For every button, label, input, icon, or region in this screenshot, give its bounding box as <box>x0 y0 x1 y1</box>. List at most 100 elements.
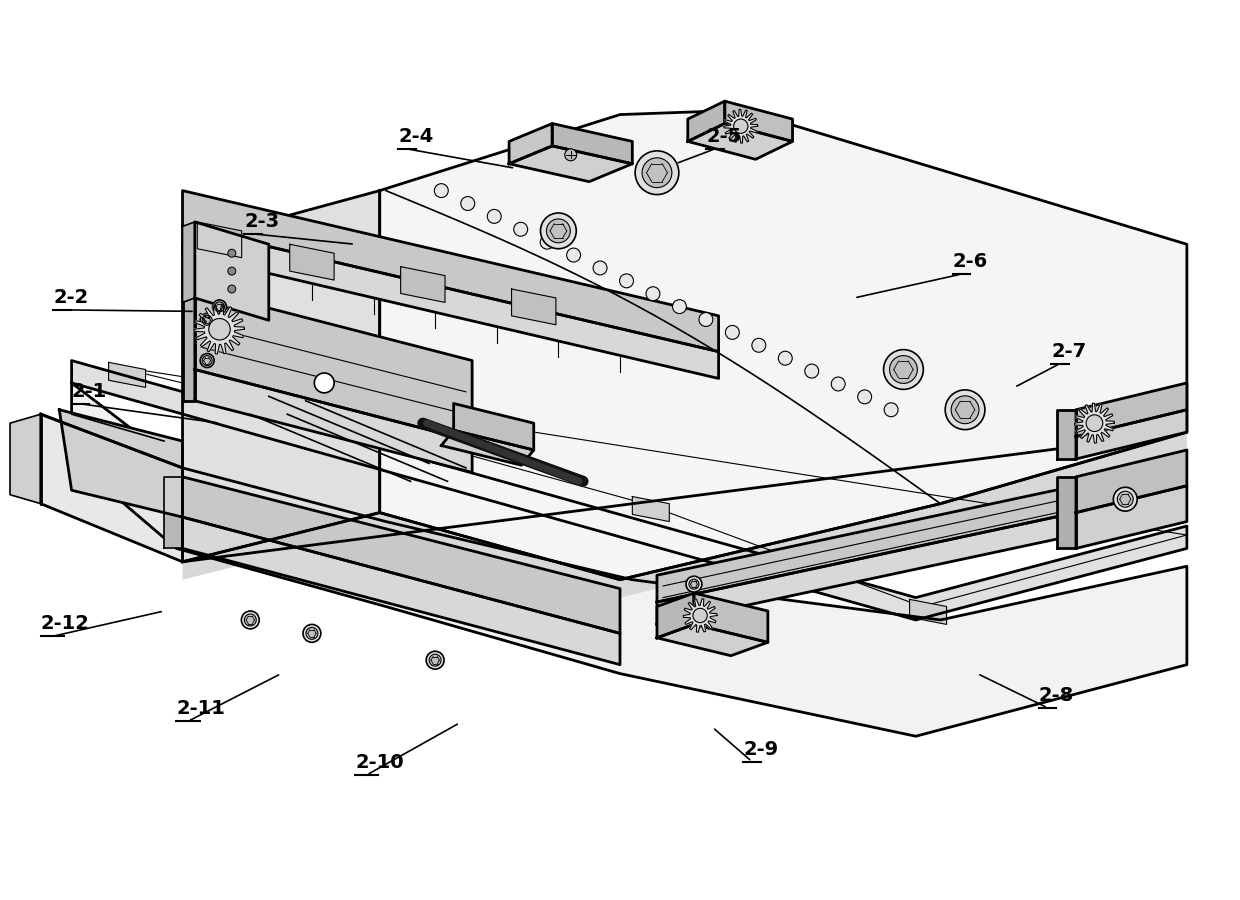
Polygon shape <box>164 477 182 548</box>
Circle shape <box>212 300 227 314</box>
Circle shape <box>889 356 918 383</box>
Polygon shape <box>688 101 724 141</box>
Text: 2-5: 2-5 <box>707 127 742 146</box>
Circle shape <box>945 390 985 429</box>
Polygon shape <box>182 477 620 634</box>
Polygon shape <box>657 625 768 656</box>
Circle shape <box>805 364 818 378</box>
Circle shape <box>202 315 212 325</box>
Polygon shape <box>41 414 182 562</box>
Polygon shape <box>632 497 670 522</box>
Circle shape <box>884 349 924 390</box>
Text: 2-8: 2-8 <box>1039 686 1074 705</box>
Circle shape <box>693 608 707 623</box>
Circle shape <box>1117 491 1133 507</box>
Circle shape <box>779 351 792 365</box>
Polygon shape <box>60 410 182 518</box>
Circle shape <box>208 319 231 340</box>
Polygon shape <box>290 244 334 280</box>
Circle shape <box>200 354 215 367</box>
Circle shape <box>429 654 441 666</box>
Polygon shape <box>109 363 145 387</box>
Polygon shape <box>512 289 556 325</box>
Polygon shape <box>1058 477 1076 548</box>
Circle shape <box>1086 415 1102 431</box>
Circle shape <box>434 184 449 198</box>
Circle shape <box>427 652 444 669</box>
Circle shape <box>620 274 634 288</box>
Circle shape <box>314 373 334 393</box>
Circle shape <box>646 287 660 301</box>
Circle shape <box>541 213 577 248</box>
Polygon shape <box>10 414 41 504</box>
Circle shape <box>751 338 766 352</box>
Polygon shape <box>510 123 552 164</box>
Polygon shape <box>552 123 632 164</box>
Circle shape <box>699 312 713 327</box>
Circle shape <box>228 285 236 293</box>
Text: 2-9: 2-9 <box>743 740 779 759</box>
Text: 2-12: 2-12 <box>41 615 89 634</box>
Polygon shape <box>1076 450 1187 513</box>
Polygon shape <box>182 191 719 352</box>
Polygon shape <box>401 266 445 302</box>
Circle shape <box>487 210 501 223</box>
Circle shape <box>564 148 577 161</box>
Polygon shape <box>182 432 1187 598</box>
Text: 2-2: 2-2 <box>53 288 88 307</box>
Circle shape <box>303 625 321 643</box>
Polygon shape <box>724 101 792 141</box>
Circle shape <box>541 235 554 249</box>
Polygon shape <box>182 222 195 302</box>
Text: 2-4: 2-4 <box>398 127 434 146</box>
Polygon shape <box>367 425 404 450</box>
Polygon shape <box>510 146 632 182</box>
Circle shape <box>228 249 236 257</box>
Circle shape <box>725 326 739 339</box>
Circle shape <box>461 196 475 211</box>
Circle shape <box>672 300 687 313</box>
Polygon shape <box>195 222 269 320</box>
Polygon shape <box>454 403 533 450</box>
Circle shape <box>884 403 898 417</box>
Circle shape <box>831 377 846 391</box>
Polygon shape <box>1076 410 1187 459</box>
Circle shape <box>202 356 212 365</box>
Circle shape <box>951 396 978 424</box>
Circle shape <box>635 151 678 194</box>
Circle shape <box>244 614 257 626</box>
Polygon shape <box>195 304 244 354</box>
Polygon shape <box>379 110 1187 580</box>
Circle shape <box>593 261 608 274</box>
Polygon shape <box>197 222 242 257</box>
Polygon shape <box>683 598 717 633</box>
Text: 2-3: 2-3 <box>244 212 279 231</box>
Circle shape <box>215 302 224 312</box>
Polygon shape <box>1076 382 1187 436</box>
Circle shape <box>242 611 259 629</box>
Circle shape <box>228 267 236 275</box>
Circle shape <box>513 222 528 236</box>
Polygon shape <box>441 430 533 465</box>
Polygon shape <box>182 191 379 562</box>
Circle shape <box>547 219 570 243</box>
Polygon shape <box>694 593 768 643</box>
Text: 2-10: 2-10 <box>355 753 404 772</box>
Circle shape <box>642 158 672 187</box>
Polygon shape <box>72 382 1187 736</box>
Polygon shape <box>182 289 195 400</box>
Polygon shape <box>182 518 620 665</box>
Text: 2-1: 2-1 <box>72 382 107 400</box>
Polygon shape <box>688 123 792 159</box>
Circle shape <box>567 248 580 262</box>
Polygon shape <box>1076 486 1187 548</box>
Circle shape <box>689 580 699 590</box>
Circle shape <box>306 627 317 639</box>
Polygon shape <box>657 593 694 638</box>
Circle shape <box>858 390 872 404</box>
Polygon shape <box>724 109 758 143</box>
Text: 2-11: 2-11 <box>176 699 226 718</box>
Polygon shape <box>72 361 1187 620</box>
Polygon shape <box>657 486 1076 602</box>
Polygon shape <box>657 513 1076 625</box>
